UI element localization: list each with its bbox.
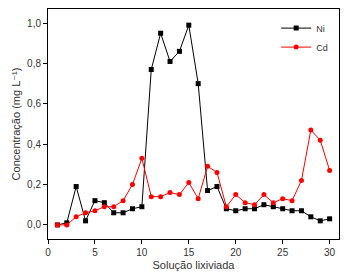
svg-text:1,0: 1,0	[27, 18, 41, 29]
svg-text:Concentração (mg L⁻¹): Concentração (mg L⁻¹)	[10, 68, 22, 181]
svg-text:5: 5	[92, 247, 98, 258]
svg-text:25: 25	[277, 247, 289, 258]
svg-text:Ni: Ni	[316, 24, 325, 34]
svg-text:30: 30	[324, 247, 336, 258]
svg-text:0,4: 0,4	[27, 139, 41, 150]
svg-text:0,0: 0,0	[27, 219, 41, 230]
svg-text:10: 10	[136, 247, 148, 258]
svg-text:15: 15	[183, 247, 195, 258]
svg-text:0,8: 0,8	[27, 58, 41, 69]
svg-text:0: 0	[45, 247, 51, 258]
svg-text:Solução lixiviada: Solução lixiviada	[153, 259, 236, 271]
svg-text:0,2: 0,2	[27, 179, 41, 190]
svg-text:0,6: 0,6	[27, 98, 41, 109]
svg-text:Cd: Cd	[316, 43, 328, 53]
svg-text:20: 20	[230, 247, 242, 258]
